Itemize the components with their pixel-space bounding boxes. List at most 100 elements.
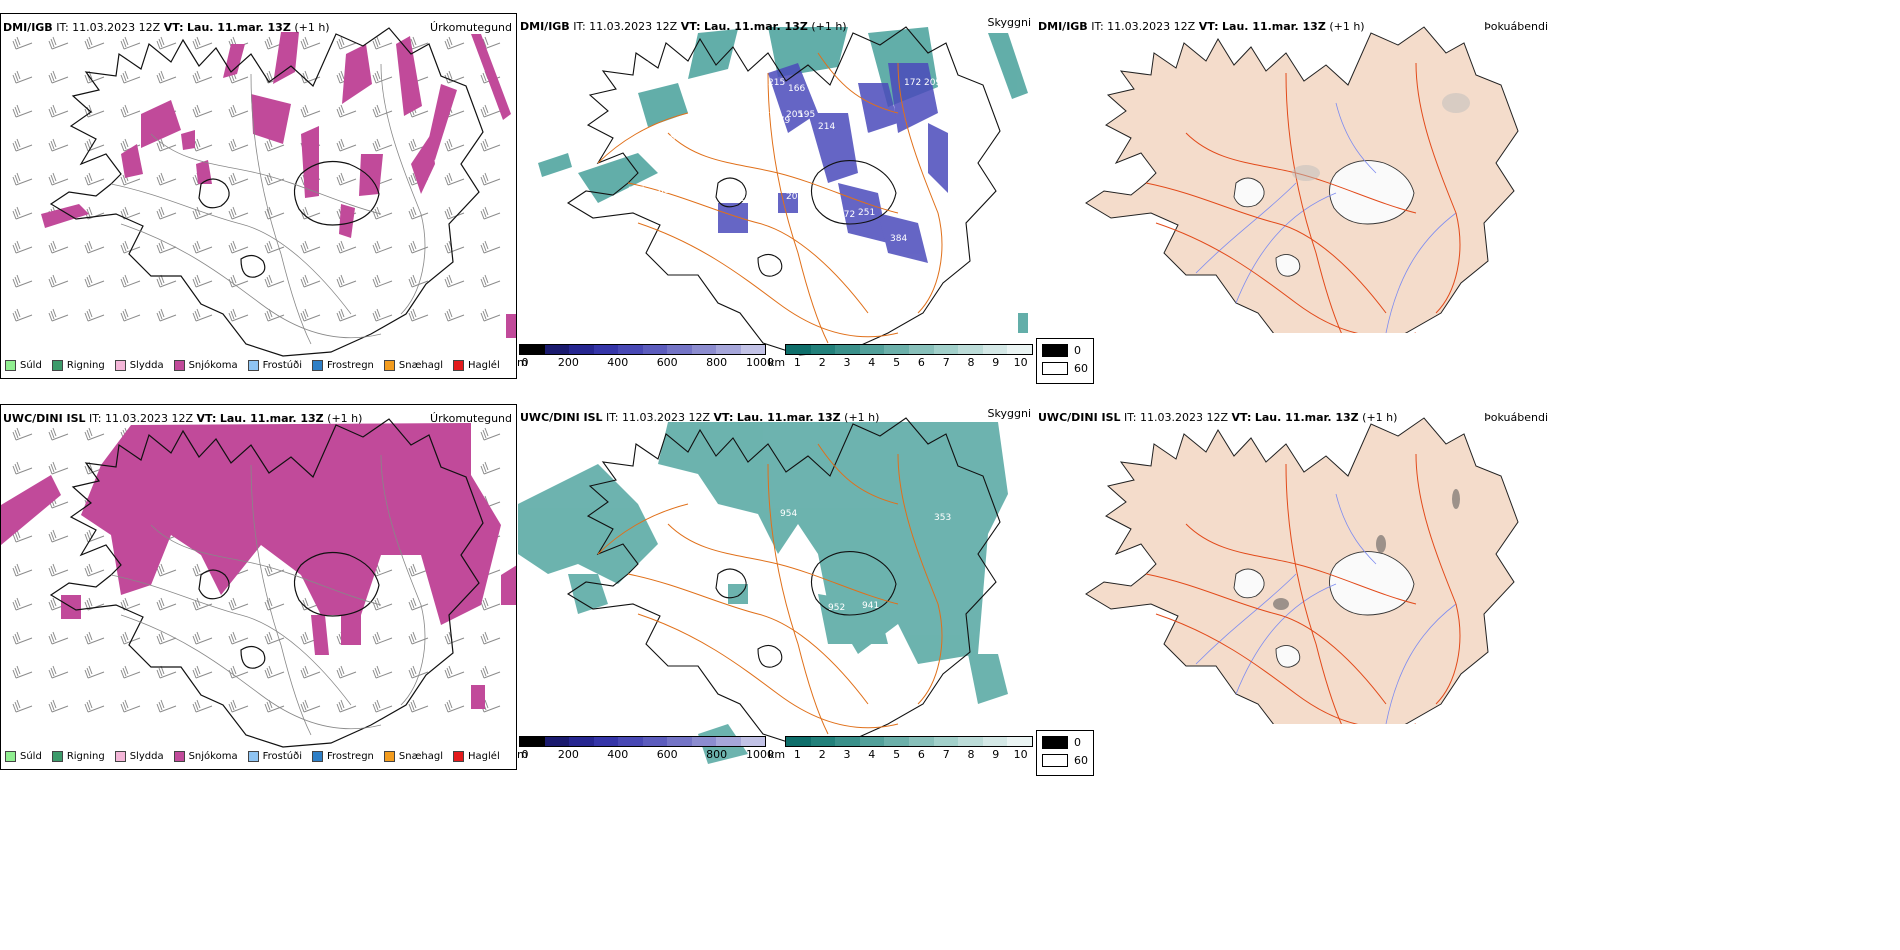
it-value: 11.03.2023 12Z bbox=[72, 21, 161, 34]
legend-label: Súld bbox=[20, 360, 42, 371]
colorbar-unit: km bbox=[768, 748, 786, 761]
colorbar-tick: 600 bbox=[656, 748, 678, 761]
cloud-value-label: 941 bbox=[862, 601, 879, 611]
wind-barb bbox=[84, 138, 105, 152]
cloud-value-label: 880 bbox=[896, 186, 913, 196]
vt-label: VT: bbox=[163, 21, 184, 34]
legend-swatch bbox=[114, 751, 126, 762]
colorbar-unit: m bbox=[517, 356, 528, 369]
fog-map-top bbox=[1085, 26, 1519, 333]
panel-title: Þokuábendi bbox=[1484, 20, 1548, 33]
rivers bbox=[1195, 493, 1457, 724]
legend-swatch bbox=[173, 360, 185, 371]
precip-map-top bbox=[12, 27, 516, 357]
wind-barb bbox=[372, 665, 393, 679]
cloud-value-label: 215 bbox=[768, 78, 785, 88]
colorbar-strip bbox=[785, 736, 1033, 747]
wind-barb bbox=[12, 563, 33, 577]
cloud-base-colorbar: 0 200 400 600 800 1000 m bbox=[517, 736, 774, 761]
colorbar-tick: 200 bbox=[557, 748, 579, 761]
wind-barb bbox=[372, 699, 393, 713]
wind-barb bbox=[156, 172, 177, 186]
wind-barbs bbox=[12, 36, 501, 322]
colorbar-tick: 0 bbox=[521, 748, 529, 761]
legend-item: Slydda bbox=[114, 360, 164, 371]
wind-barb bbox=[120, 308, 141, 322]
fog-legend: 0 60 bbox=[1036, 730, 1094, 776]
wind-barb bbox=[12, 274, 33, 288]
wind-barb bbox=[156, 563, 177, 577]
wind-barb bbox=[48, 172, 69, 186]
wind-barb bbox=[120, 36, 141, 50]
wind-barb bbox=[156, 274, 177, 288]
wind-barb bbox=[156, 138, 177, 152]
vt-value: Lau. 11.mar. 13Z bbox=[704, 20, 808, 33]
wind-barb bbox=[192, 274, 213, 288]
cloud-value-label: 179 bbox=[773, 116, 790, 126]
colorbar-tick: 1 bbox=[793, 748, 801, 761]
it-label: IT: bbox=[89, 412, 102, 425]
wind-barb bbox=[444, 36, 465, 50]
it-label: IT: bbox=[573, 20, 586, 33]
roads bbox=[1145, 453, 1461, 724]
cloud-value-label: 198 bbox=[918, 212, 935, 222]
wind-barb bbox=[120, 631, 141, 645]
wind-barb bbox=[192, 206, 213, 220]
legend-item: Haglél bbox=[453, 751, 500, 762]
cloud-value-label: 315 bbox=[628, 186, 645, 196]
legend-label: Frostregn bbox=[327, 751, 374, 762]
vt-label: VT: bbox=[680, 20, 701, 33]
legend-swatch bbox=[247, 751, 259, 762]
wind-barb bbox=[408, 240, 429, 254]
panel-title: Þokuábendi bbox=[1484, 411, 1548, 424]
colorbar-unit: km bbox=[768, 356, 786, 369]
wind-barb bbox=[336, 308, 357, 322]
wind-barb bbox=[192, 631, 213, 645]
legend-item: Rigning bbox=[51, 360, 105, 371]
wind-barb bbox=[228, 597, 249, 611]
wind-barb bbox=[480, 308, 501, 322]
cloud-value-label: 952 bbox=[828, 603, 845, 613]
it-value: 11.03.2023 12Z bbox=[589, 20, 678, 33]
wind-barb bbox=[480, 597, 501, 611]
legend-label: Snæhagl bbox=[398, 360, 444, 371]
colorbar-tick: 1000 bbox=[746, 356, 774, 369]
legend-swatch bbox=[114, 360, 126, 371]
legend-item: Haglél bbox=[453, 360, 500, 371]
wind-barb bbox=[372, 36, 393, 50]
wind-barb bbox=[48, 308, 69, 322]
it-value: 11.03.2023 12Z bbox=[622, 411, 711, 424]
cloud-value-label: 234 bbox=[910, 190, 927, 200]
model-name: DMI/IGB bbox=[1038, 20, 1088, 33]
wind-barb bbox=[480, 172, 501, 186]
legend-swatch bbox=[383, 751, 395, 762]
wind-barb bbox=[192, 699, 213, 713]
wind-barb bbox=[300, 631, 321, 645]
colorbar-tick: 9 bbox=[992, 748, 1000, 761]
wind-barb bbox=[372, 206, 393, 220]
colorbar-tick: 3 bbox=[843, 748, 851, 761]
cloud-value-label: 56 bbox=[555, 194, 567, 204]
fog-legend-swatch bbox=[1042, 736, 1068, 749]
cloud-value-label: 214 bbox=[818, 122, 835, 132]
cloud-value-label: 766 bbox=[670, 130, 687, 140]
it-value: 11.03.2023 12Z bbox=[1140, 411, 1229, 424]
colorbar-tick: 600 bbox=[656, 356, 678, 369]
wind-barb bbox=[48, 36, 69, 50]
wind-barb bbox=[264, 274, 285, 288]
wind-barb bbox=[12, 699, 33, 713]
colorbar-tick: 10 bbox=[1013, 748, 1028, 761]
wind-barb bbox=[480, 631, 501, 645]
wind-barb bbox=[192, 240, 213, 254]
visibility-colorbar: 1 2 3 4 5 6 7 8 9 10 km bbox=[768, 736, 1033, 761]
wind-barb bbox=[156, 665, 177, 679]
wind-barb bbox=[192, 597, 213, 611]
colorbar-tick: 7 bbox=[942, 356, 950, 369]
cloud-value-label: 126 bbox=[658, 134, 675, 144]
wind-barb bbox=[192, 665, 213, 679]
wind-barb bbox=[408, 665, 429, 679]
panel-header: DMI/IGB IT: 11.03.2023 12Z VT: Lau. 11.m… bbox=[520, 20, 847, 33]
wind-barb bbox=[444, 138, 465, 152]
